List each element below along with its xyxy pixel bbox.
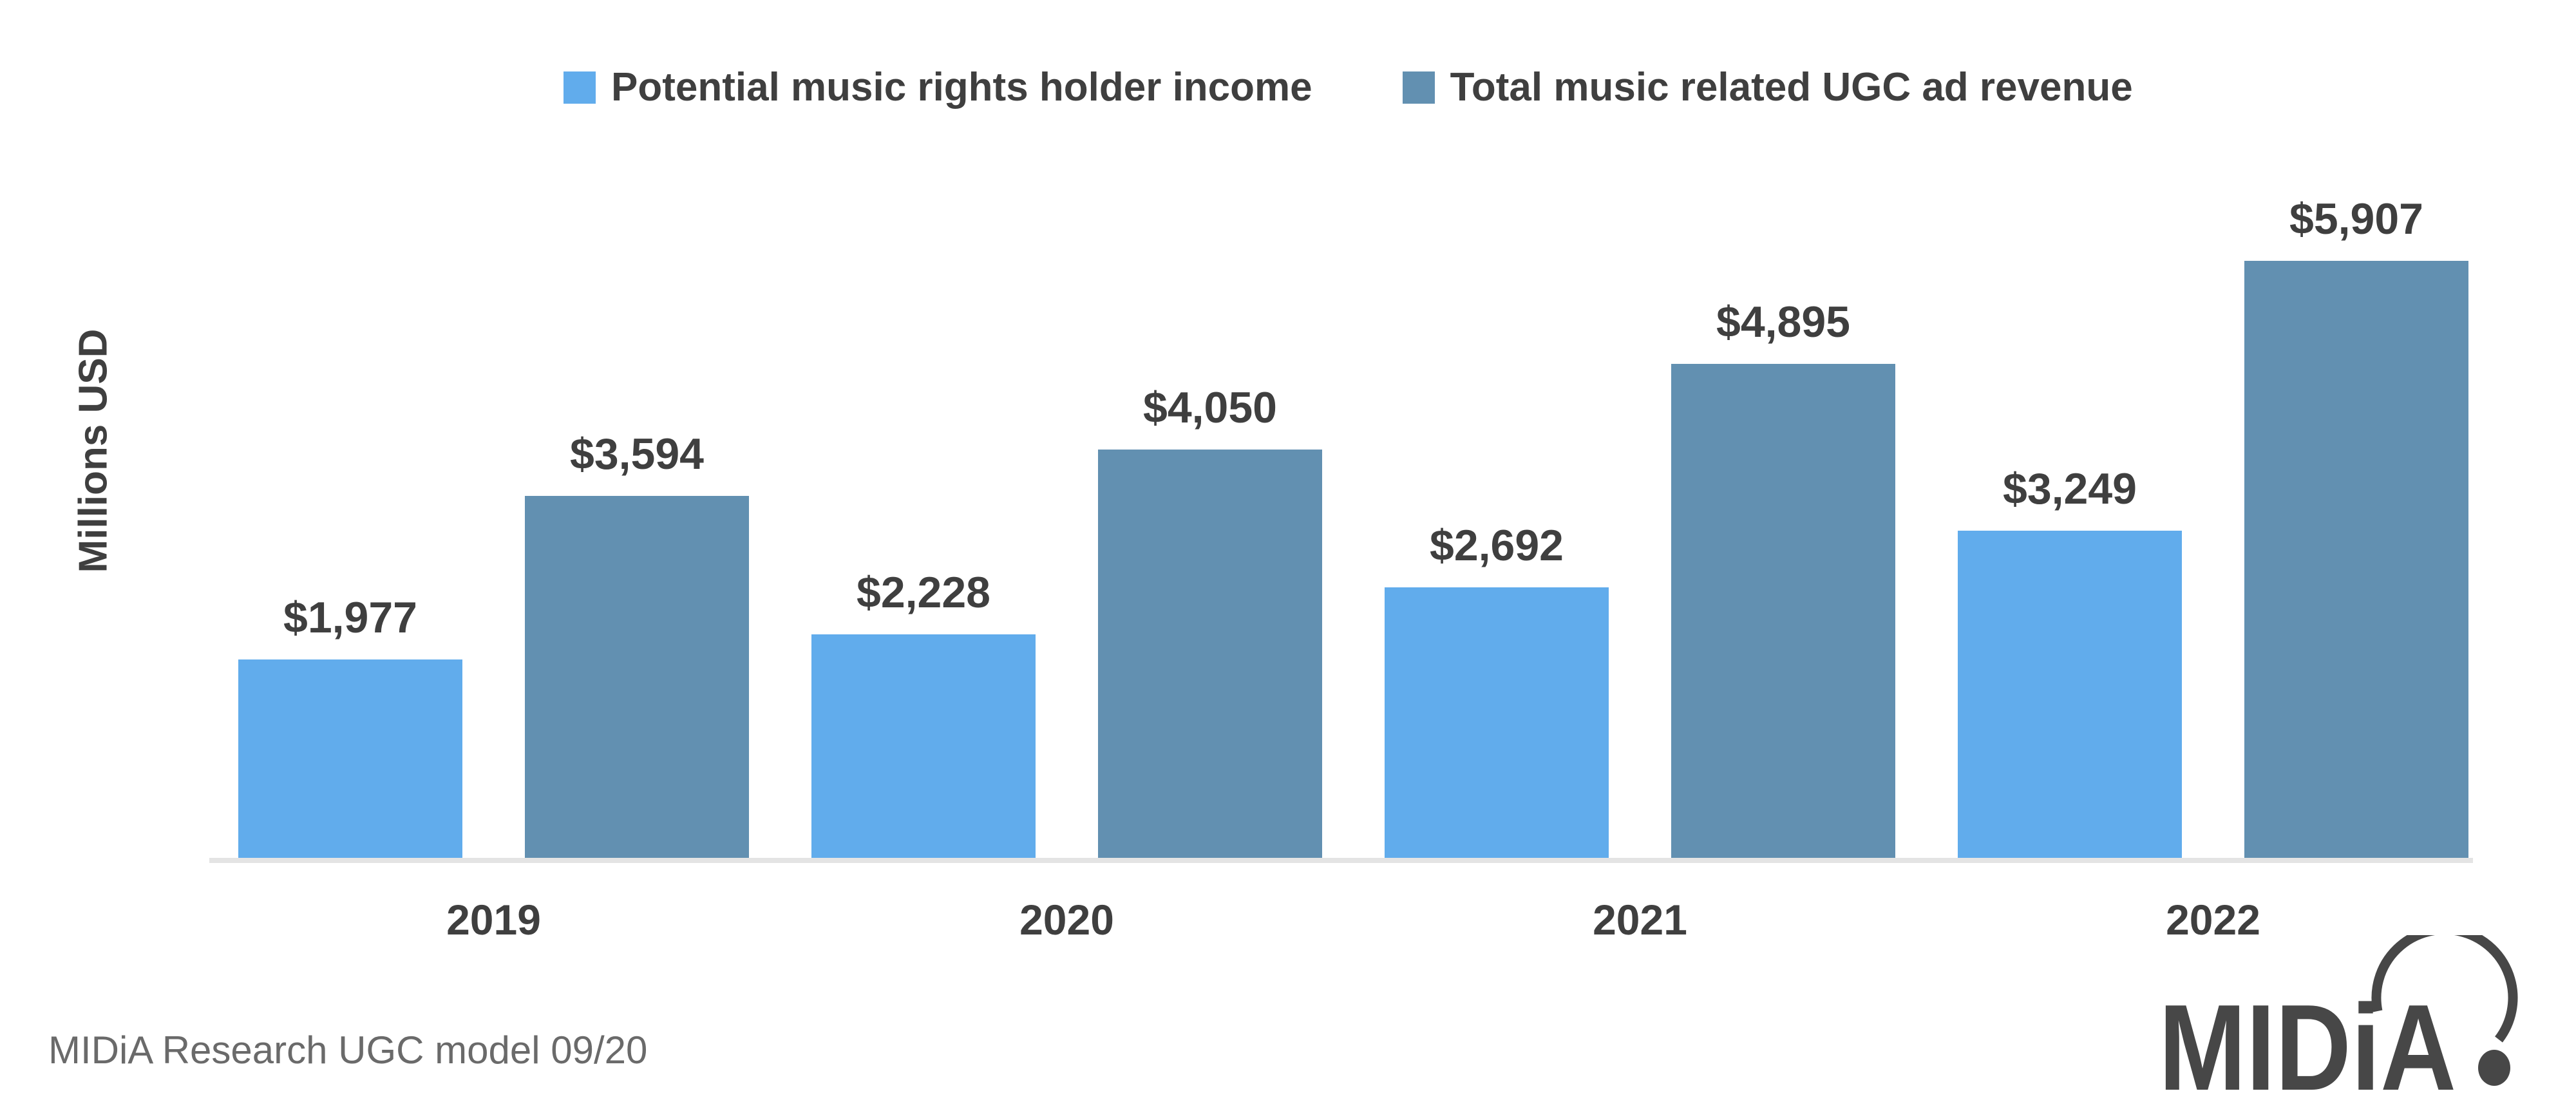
bar-series1-2020 <box>811 634 1036 860</box>
logo-dot-icon <box>2478 1050 2510 1086</box>
legend-swatch-ugc-ad-revenue-icon <box>1402 71 1435 104</box>
source-note: MIDiA Research UGC model 09/20 <box>48 1029 648 1072</box>
bar-value-label-series2-2022: $5,907 <box>2289 194 2423 243</box>
bar-value-label-series2-2021: $4,895 <box>1716 298 1850 346</box>
legend-label-ugc-ad-revenue: Total music related UGC ad revenue <box>1450 65 2133 109</box>
x-axis-line <box>209 858 2473 863</box>
x-tick-label-2019: 2019 <box>446 896 541 944</box>
bar-series2-2022 <box>2244 261 2468 860</box>
bar-series1-2019 <box>238 659 462 860</box>
x-tick-label-2021: 2021 <box>1593 896 1687 944</box>
plot-area: $1,977 $3,594 $2,228 $4,050 $2,692 $4,895 $3,2… <box>238 194 2468 860</box>
bar-series2-2021 <box>1671 364 1895 860</box>
chart-legend: Potential music rights holder income Tot… <box>564 64 2133 110</box>
bar-value-label-series2-2019: $3,594 <box>570 430 704 479</box>
x-tick-label-2020: 2020 <box>1019 896 1114 944</box>
bar-value-label-series1-2020: $2,228 <box>857 568 990 617</box>
bar-value-label-series1-2022: $3,249 <box>2003 464 2137 513</box>
bar-series1-2021 <box>1385 587 1609 860</box>
bar-value-label-series1-2019: $1,977 <box>283 593 417 642</box>
x-tick-label-2022: 2022 <box>2166 896 2260 944</box>
bar-series2-2020 <box>1098 450 1322 860</box>
legend-item-potential-income: Potential music rights holder income <box>564 64 1312 110</box>
logo-text: MIDiA <box>2159 980 2456 1100</box>
legend-item-ugc-ad-revenue: Total music related UGC ad revenue <box>1402 64 2133 110</box>
midia-logo: MIDiA <box>2159 935 2518 1100</box>
legend-swatch-potential-income-icon <box>564 71 596 104</box>
legend-label-potential-income: Potential music rights holder income <box>611 65 1312 109</box>
bar-series2-2019 <box>525 496 749 860</box>
bar-series1-2022 <box>1958 531 2182 860</box>
bar-value-label-series2-2020: $4,050 <box>1143 383 1277 432</box>
logo-arc-icon <box>2371 935 2518 1043</box>
bar-value-label-series1-2021: $2,692 <box>1430 521 1564 570</box>
